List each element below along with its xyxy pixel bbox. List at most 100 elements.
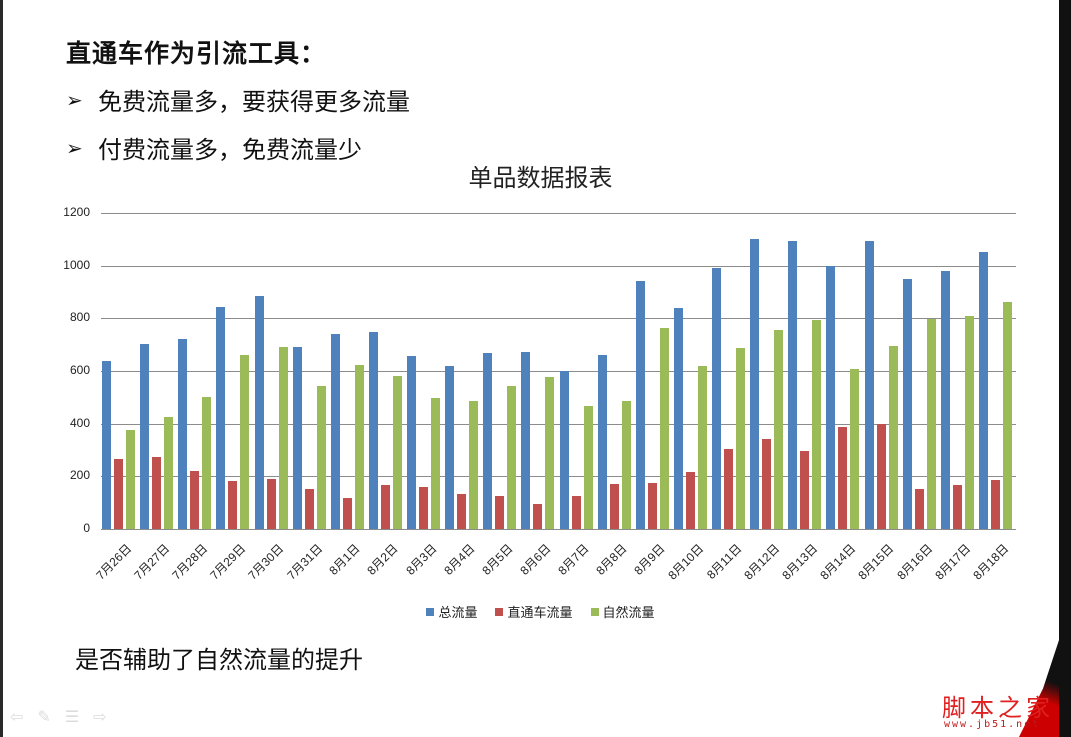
- y-tick-label: 800: [69, 310, 90, 325]
- bar-total: [407, 356, 416, 529]
- bar-natural: [812, 320, 822, 529]
- bar-paid: [266, 478, 276, 529]
- x-tick-label: 8月2日: [364, 541, 402, 578]
- bar-paid: [952, 485, 962, 529]
- y-tick-label: 1200: [63, 205, 90, 219]
- x-tick-label: 8月13日: [779, 541, 821, 583]
- slide-left-border: [0, 0, 3, 737]
- bar-paid: [495, 495, 505, 529]
- gridline: [101, 318, 1016, 320]
- bar-natural: [621, 401, 631, 529]
- bar-paid: [228, 481, 238, 529]
- bar-natural: [659, 327, 669, 529]
- legend-swatch-icon: [495, 607, 504, 616]
- bar-total: [178, 338, 188, 529]
- bar-total: [978, 252, 988, 529]
- y-tick-label: 0: [83, 521, 90, 535]
- y-tick-label: 1000: [63, 257, 90, 272]
- gridline: [101, 476, 1016, 478]
- slideshow-nav: ⇦ ✎ ☰ ⇨: [10, 707, 107, 726]
- pen-icon[interactable]: ✎: [37, 707, 51, 726]
- x-tick-label: 8月8日: [593, 541, 630, 578]
- bar-paid: [419, 486, 428, 529]
- bar-total: [559, 371, 569, 529]
- bar-paid: [647, 482, 657, 529]
- bar-natural: [583, 405, 593, 529]
- arrow-bullet-icon: ➢: [66, 87, 83, 112]
- bar-paid: [800, 450, 810, 529]
- x-tick-label: 7月31日: [283, 541, 325, 583]
- x-tick-label: 8月12日: [741, 541, 783, 583]
- y-tick-label: 400: [69, 415, 90, 430]
- bar-total: [445, 366, 455, 529]
- watermark-url: www.jb51.net: [944, 719, 1041, 730]
- x-tick-label: 8月11日: [703, 541, 745, 582]
- bar-total: [902, 278, 912, 529]
- bar-total: [140, 344, 150, 529]
- forward-arrow-icon[interactable]: ⇨: [93, 707, 107, 726]
- bar-total: [368, 332, 378, 529]
- x-tick-label: 7月29日: [207, 541, 249, 583]
- bar-paid: [457, 494, 467, 529]
- bar-natural: [1002, 301, 1012, 529]
- x-tick-label: 8月17日: [931, 541, 974, 583]
- bar-total: [712, 267, 721, 529]
- footer-question: 是否辅助了自然流量的提升: [75, 646, 363, 674]
- bar-total: [788, 241, 798, 529]
- chart-title: 单品数据报表: [468, 164, 613, 192]
- bar-total: [635, 280, 645, 529]
- bar-natural: [354, 365, 364, 529]
- x-tick-label: 8月14日: [817, 541, 859, 583]
- bar-total: [826, 265, 836, 529]
- bar-total: [483, 352, 493, 529]
- gridline: [101, 265, 1016, 267]
- bar-total: [673, 308, 683, 529]
- x-tick-label: 7月27日: [131, 541, 173, 583]
- bar-natural: [316, 386, 326, 529]
- bar-natural: [202, 397, 212, 529]
- bar-total: [292, 346, 302, 529]
- x-tick-label: 8月1日: [326, 541, 364, 578]
- bar-total: [750, 239, 760, 529]
- bar-natural: [964, 315, 974, 529]
- bar-natural: [164, 416, 174, 529]
- legend-label: 自然流量: [602, 606, 655, 621]
- x-tick-label: 8月7日: [555, 541, 592, 578]
- bar-paid: [114, 459, 123, 529]
- menu-icon[interactable]: ☰: [64, 707, 80, 726]
- bullet-text: 免费流量多，要获得更多流量: [98, 88, 410, 116]
- x-tick-label: 8月18日: [970, 541, 1012, 583]
- x-tick-label: 8月3日: [402, 541, 440, 578]
- gridline: [101, 529, 1016, 530]
- bar-paid: [990, 480, 1000, 529]
- x-tick-label: 8月5日: [479, 541, 516, 578]
- watermark: 脚本之家 www.jb51.net: [940, 688, 1060, 737]
- gridline: [101, 213, 1016, 214]
- slide-right-border: [1059, 0, 1071, 737]
- arrow-bullet-icon: ➢: [66, 135, 83, 160]
- x-tick-label: 8月4日: [441, 541, 478, 578]
- gridline: [101, 423, 1016, 425]
- bar-paid: [838, 426, 848, 529]
- x-tick-label: 8月10日: [665, 541, 707, 583]
- legend-label: 总流量: [438, 606, 478, 621]
- bar-natural: [697, 366, 707, 529]
- bar-natural: [888, 346, 898, 529]
- bar-paid: [533, 504, 543, 529]
- bar-natural: [278, 346, 288, 529]
- y-tick-label: 200: [69, 468, 90, 483]
- bar-total: [940, 270, 950, 529]
- bar-natural: [392, 376, 402, 529]
- bar-paid: [914, 488, 924, 529]
- bar-natural: [126, 430, 135, 529]
- legend-item: 总流量: [426, 602, 477, 621]
- chart-legend: 总流量 直通车流量 自然流量: [0, 602, 1071, 621]
- bar-paid: [380, 485, 390, 529]
- back-arrow-icon[interactable]: ⇦: [10, 707, 24, 726]
- bar-total: [330, 334, 340, 529]
- bar-total: [102, 361, 111, 529]
- bar-natural: [431, 398, 440, 529]
- y-tick-label: 600: [69, 363, 90, 377]
- x-tick-label: 8月6日: [517, 541, 554, 578]
- bar-paid: [876, 423, 886, 529]
